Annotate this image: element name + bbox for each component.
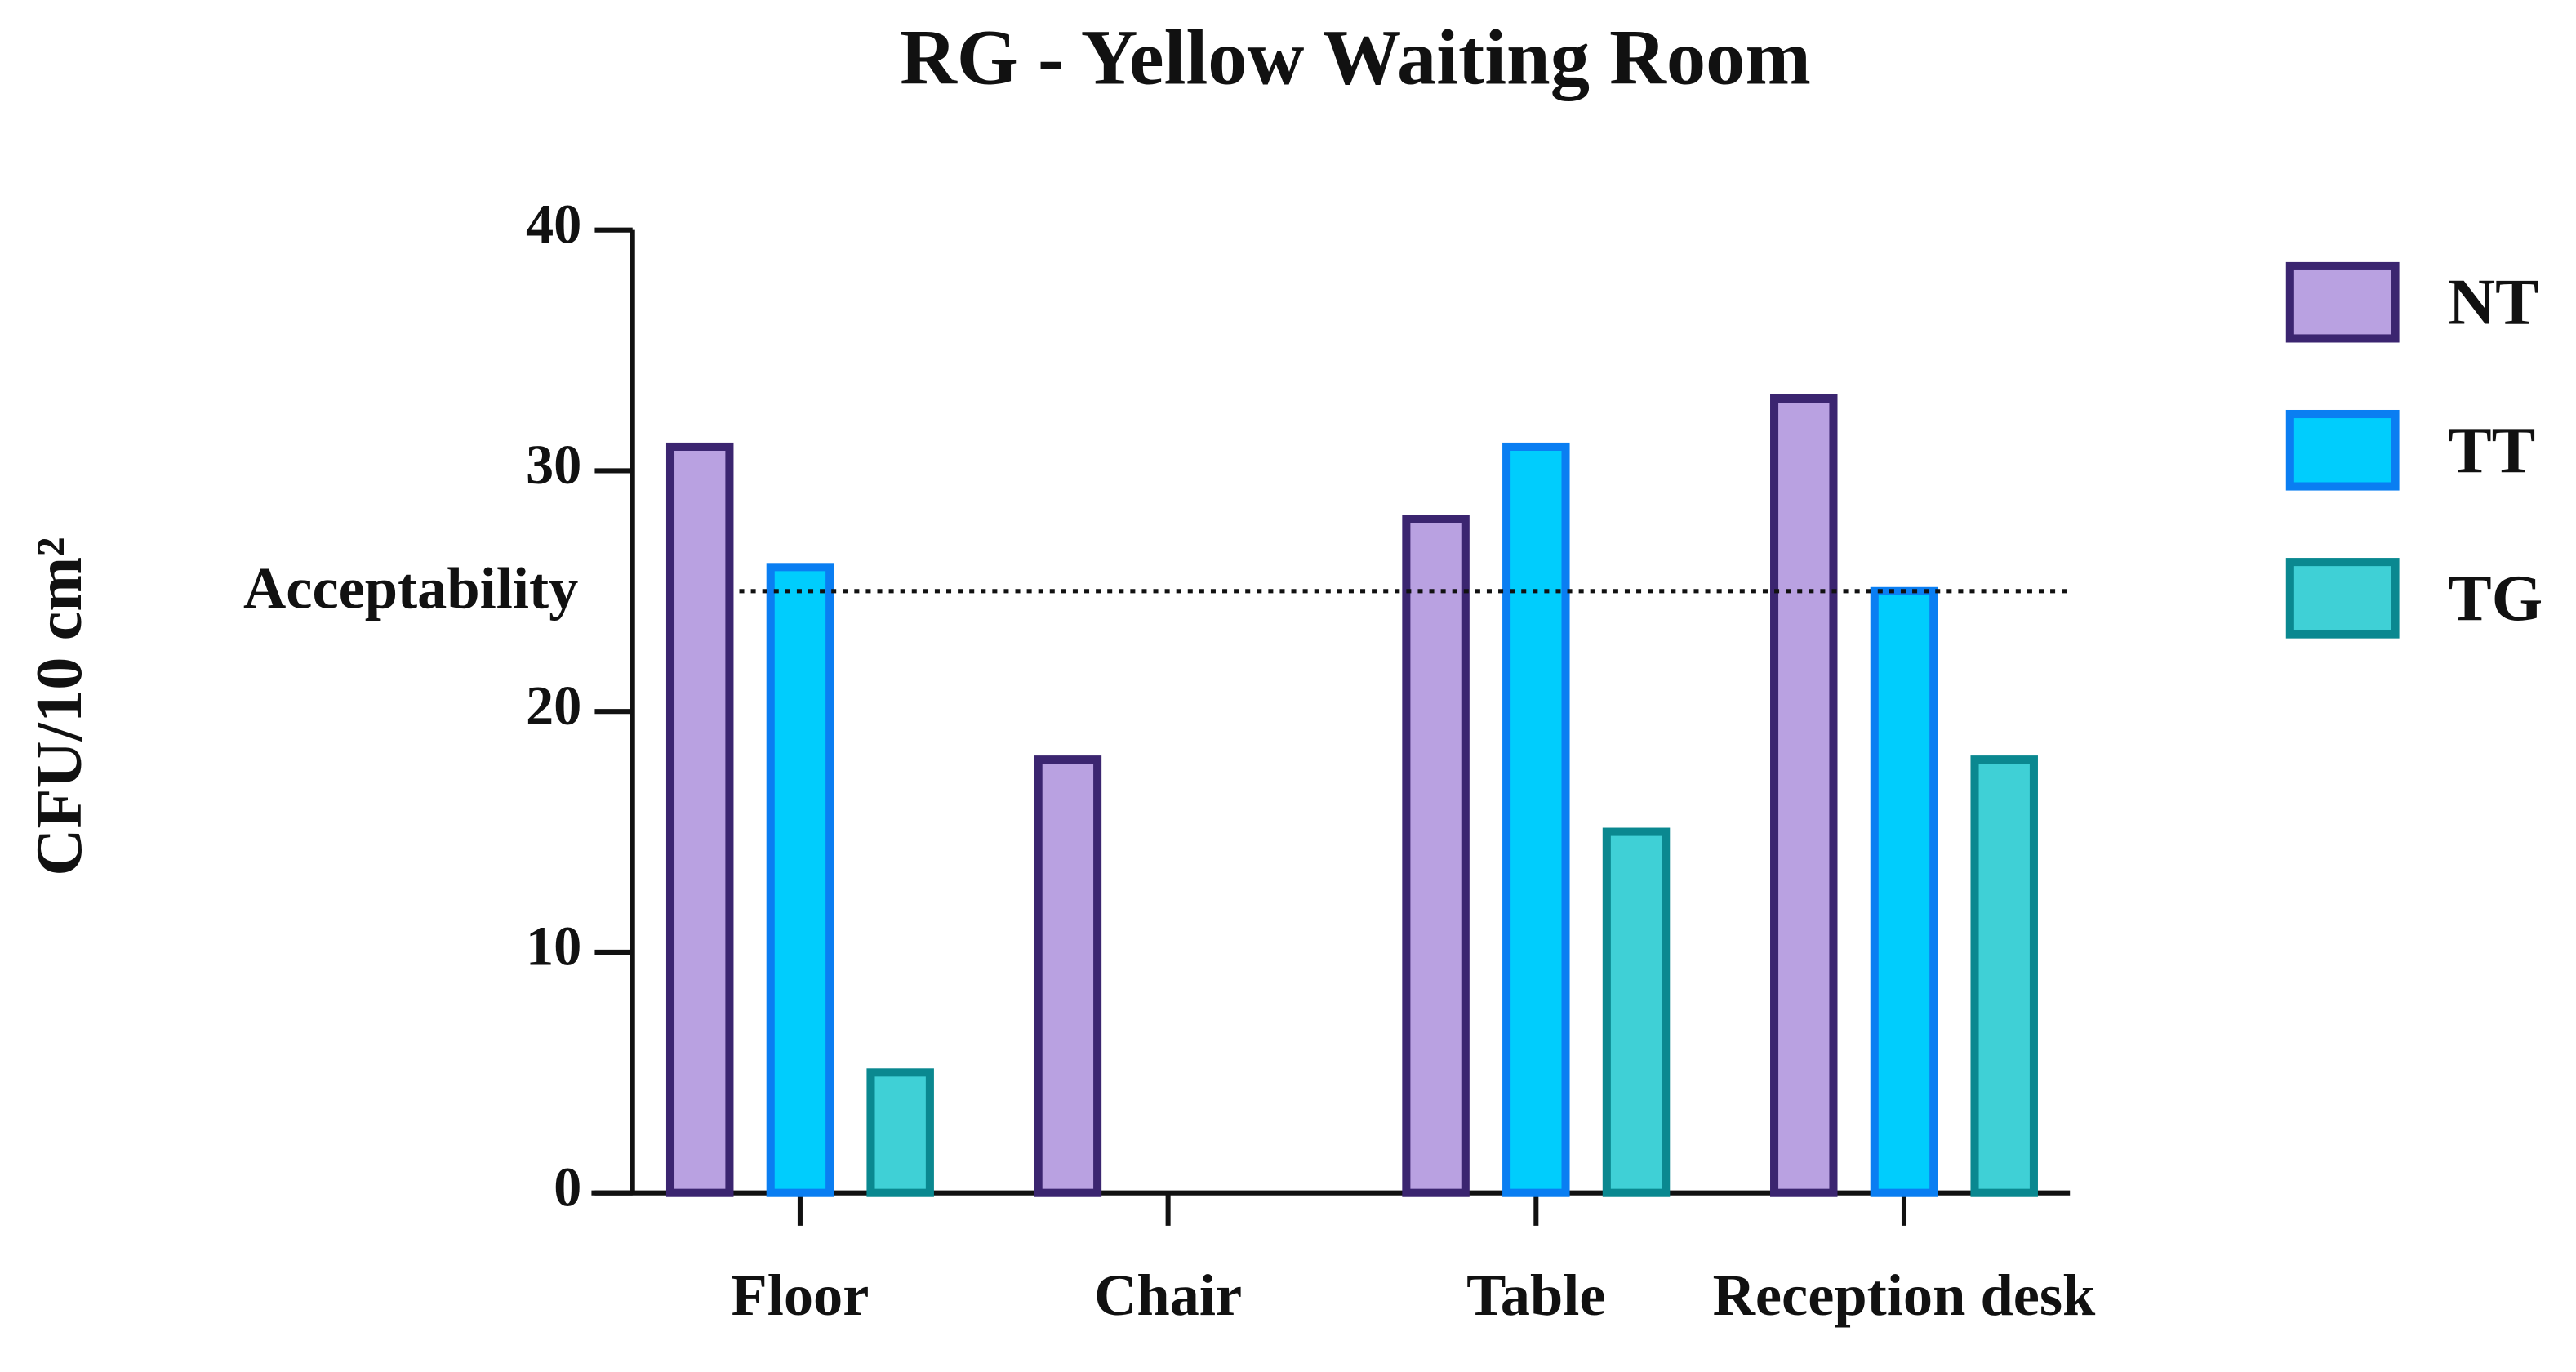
y-tick-label: 30 <box>526 434 581 496</box>
bar <box>1602 827 1671 1197</box>
bar <box>1502 442 1570 1197</box>
y-tick-label: 0 <box>554 1156 581 1218</box>
y-tick-label: 40 <box>526 193 581 255</box>
legend-swatch <box>2285 558 2400 639</box>
bar <box>665 442 734 1197</box>
bar <box>1402 514 1470 1197</box>
bar <box>1770 394 1838 1197</box>
legend-label: TG <box>2448 562 2543 635</box>
x-tick-label: Table <box>1466 1262 1605 1328</box>
legend-swatch <box>2285 409 2400 491</box>
legend-label: NT <box>2448 266 2539 339</box>
bar <box>766 563 834 1197</box>
bar <box>866 1068 934 1197</box>
chart-title: RG - Yellow Waiting Room <box>900 14 1811 101</box>
reference-label: Acceptability <box>243 555 578 621</box>
x-tick-label: Reception desk <box>1713 1262 2096 1328</box>
legend-label: TT <box>2448 414 2535 487</box>
x-tick-label: Floor <box>731 1262 869 1328</box>
bar <box>1034 755 1102 1197</box>
bar <box>1970 755 2038 1197</box>
x-tick-label: Chair <box>1094 1262 1242 1328</box>
bar <box>1870 586 1938 1197</box>
y-axis-label: CFU/10 cm² <box>23 537 96 876</box>
y-tick-label: 10 <box>526 915 581 978</box>
legend-swatch <box>2285 261 2400 343</box>
y-tick-label: 20 <box>526 675 581 737</box>
